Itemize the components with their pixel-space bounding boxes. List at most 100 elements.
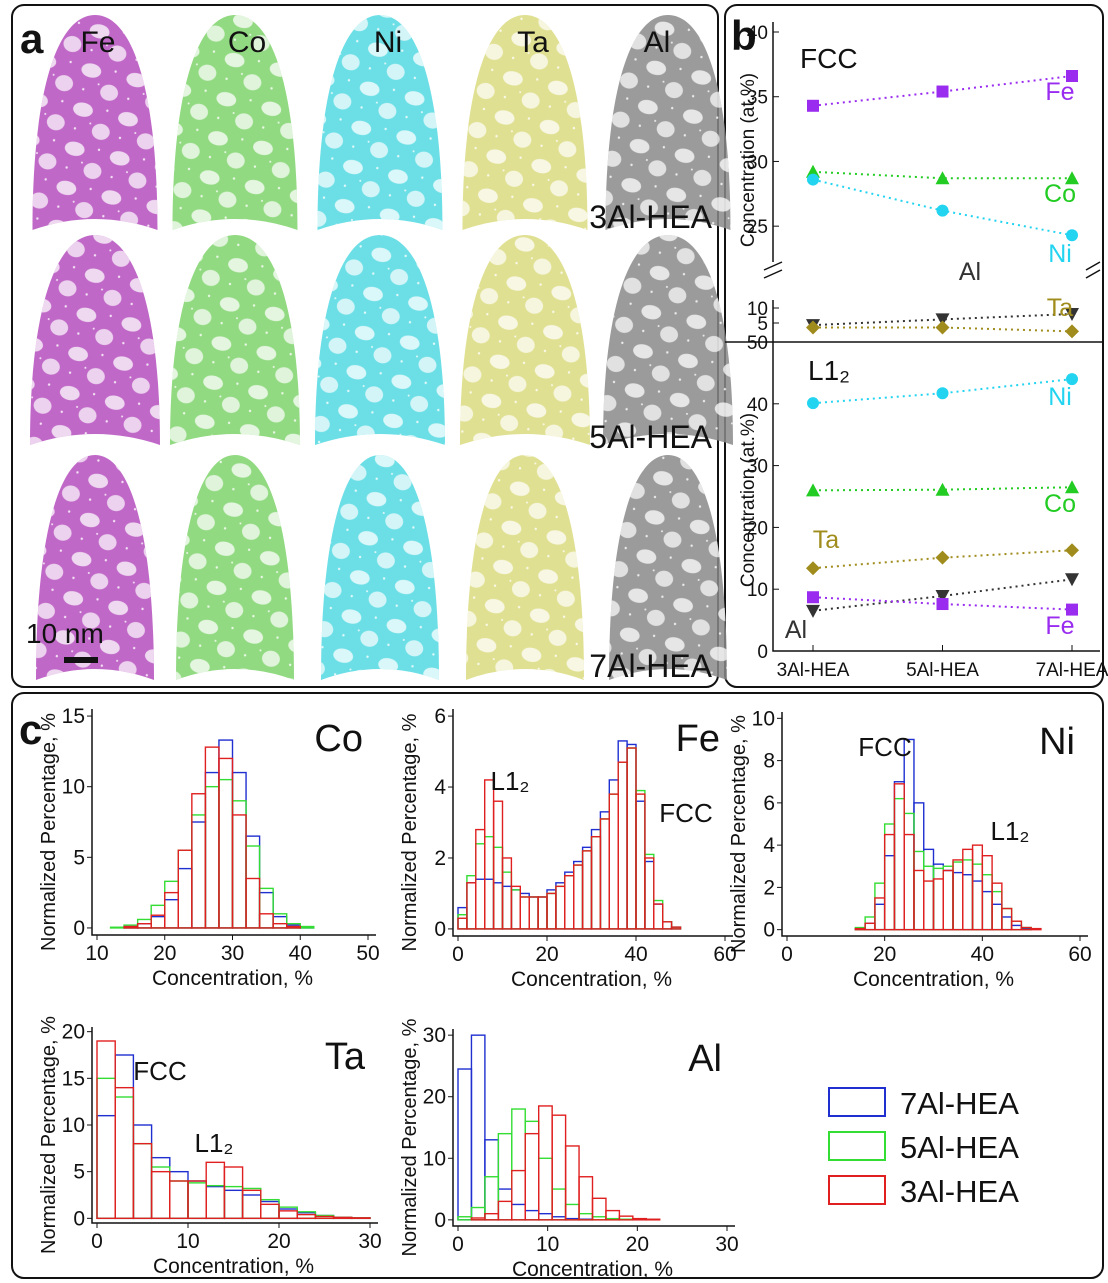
histogram-bar (466, 882, 477, 930)
axis-break (763, 261, 1101, 279)
histogram-bar (278, 1210, 298, 1220)
y-tick-label: 2 (434, 847, 446, 870)
histogram-bar (511, 1108, 526, 1221)
atom-map-texture (176, 455, 294, 680)
y-tick-label: 0 (73, 1207, 85, 1230)
y-axis (772, 22, 1100, 652)
atom-map-texture (32, 15, 158, 230)
histogram-bar (241, 1194, 262, 1220)
histogram-bar (223, 1166, 244, 1220)
histogram-bar (644, 853, 655, 930)
atom-map-texture (609, 455, 727, 680)
histogram-bar (605, 1209, 621, 1221)
histogram-bar (632, 1217, 647, 1221)
histogram-bar (457, 917, 468, 930)
x-tick-label: 10 (85, 942, 108, 965)
histogram-bar (653, 899, 664, 930)
y-tick-label: 2 (763, 876, 775, 899)
histogram-bar (538, 1105, 553, 1221)
y-tick-label: 6 (434, 705, 446, 728)
histogram-bar (109, 926, 125, 929)
histogram-bar (258, 887, 274, 929)
histogram-bar (903, 833, 915, 931)
y-tick-label: 40 (747, 23, 768, 44)
histogram-bar (218, 778, 234, 929)
histogram-bar (1001, 907, 1013, 931)
histogram-bar (962, 874, 974, 931)
y-tick-label: 5 (73, 1161, 85, 1184)
histogram-bar (626, 743, 637, 930)
histogram-bar (626, 747, 637, 930)
axis (452, 1029, 735, 1227)
histogram-bar (645, 1218, 661, 1221)
x-tick-label: 30 (715, 1233, 738, 1256)
histogram-bar (971, 863, 984, 931)
histogram-bar (923, 848, 935, 931)
series-label: Fe (1045, 612, 1074, 640)
histogram-bar (635, 793, 646, 930)
y-axis-label: Concentration (at.%) (738, 413, 759, 587)
histogram-bar (537, 896, 548, 930)
legend-label: 7Al-HEA (900, 1086, 1019, 1121)
histogram-bar (573, 864, 584, 930)
histogram-bar (497, 1188, 513, 1221)
histogram-bar (538, 1157, 553, 1221)
histogram-bar (132, 1142, 153, 1220)
histogram-bar (662, 921, 673, 930)
histogram-bar (519, 892, 530, 930)
y-tick-label: 15 (62, 705, 85, 728)
marker (935, 313, 950, 327)
histogram-bar (96, 1040, 116, 1220)
x-tick-label: 20 (535, 943, 558, 966)
x-tick-label: 20 (873, 943, 896, 966)
histogram-bar (932, 863, 944, 931)
y-axis-label: Normalized Percentage, % (38, 1016, 60, 1254)
histogram-bar (962, 848, 974, 931)
histogram-bar (96, 1114, 116, 1220)
histogram-bar (164, 880, 180, 929)
histogram-bar (564, 875, 575, 930)
marker (1065, 480, 1079, 494)
histogram-bar (296, 1212, 317, 1220)
histogram-bar (457, 1068, 473, 1221)
histogram-bar (626, 747, 637, 930)
histogram-bar (205, 1184, 226, 1220)
legend-label: 5Al-HEA (900, 1130, 1019, 1165)
histogram-bar (1001, 907, 1013, 931)
histogram-bar (501, 885, 513, 930)
histogram-bar (923, 880, 935, 931)
series-label: Co (1044, 180, 1076, 208)
element-label: Ni (374, 26, 402, 59)
histogram-bar (187, 1180, 207, 1220)
chart-title: Ni (1039, 721, 1075, 763)
atom-map-texture (466, 455, 584, 680)
histogram-bar (332, 1216, 353, 1220)
atom-map-texture (170, 235, 300, 445)
annotation: FCC (858, 732, 911, 762)
y-tick-label: 0 (434, 1209, 446, 1232)
histogram-bar (205, 1185, 226, 1220)
histogram-bar (136, 923, 152, 929)
histogram-bar (854, 927, 866, 931)
histogram-bar (497, 1132, 513, 1221)
marker (807, 591, 819, 604)
x-axis-label: Concentration, % (152, 967, 313, 990)
histogram-bar (590, 828, 602, 930)
histogram-bar (608, 779, 619, 930)
histogram-bar (484, 779, 495, 930)
atom-map-texture (30, 235, 160, 445)
histogram-bar (187, 1180, 207, 1220)
histogram-bar (864, 922, 876, 931)
x-tick-label: 20 (626, 1233, 649, 1256)
marker (806, 483, 820, 497)
histogram-bar (599, 818, 611, 930)
histogram-bar (272, 913, 288, 929)
x-tick-label: 0 (91, 1230, 103, 1253)
y-axis-label: Normalized Percentage, % (38, 713, 60, 951)
histogram-bar (952, 871, 964, 931)
y-tick-label: 20 (747, 518, 768, 539)
series-line (812, 486, 1073, 492)
atom-map-texture (172, 15, 298, 230)
marker (807, 173, 819, 186)
x-tick-label: 3Al-HEA (777, 660, 850, 681)
